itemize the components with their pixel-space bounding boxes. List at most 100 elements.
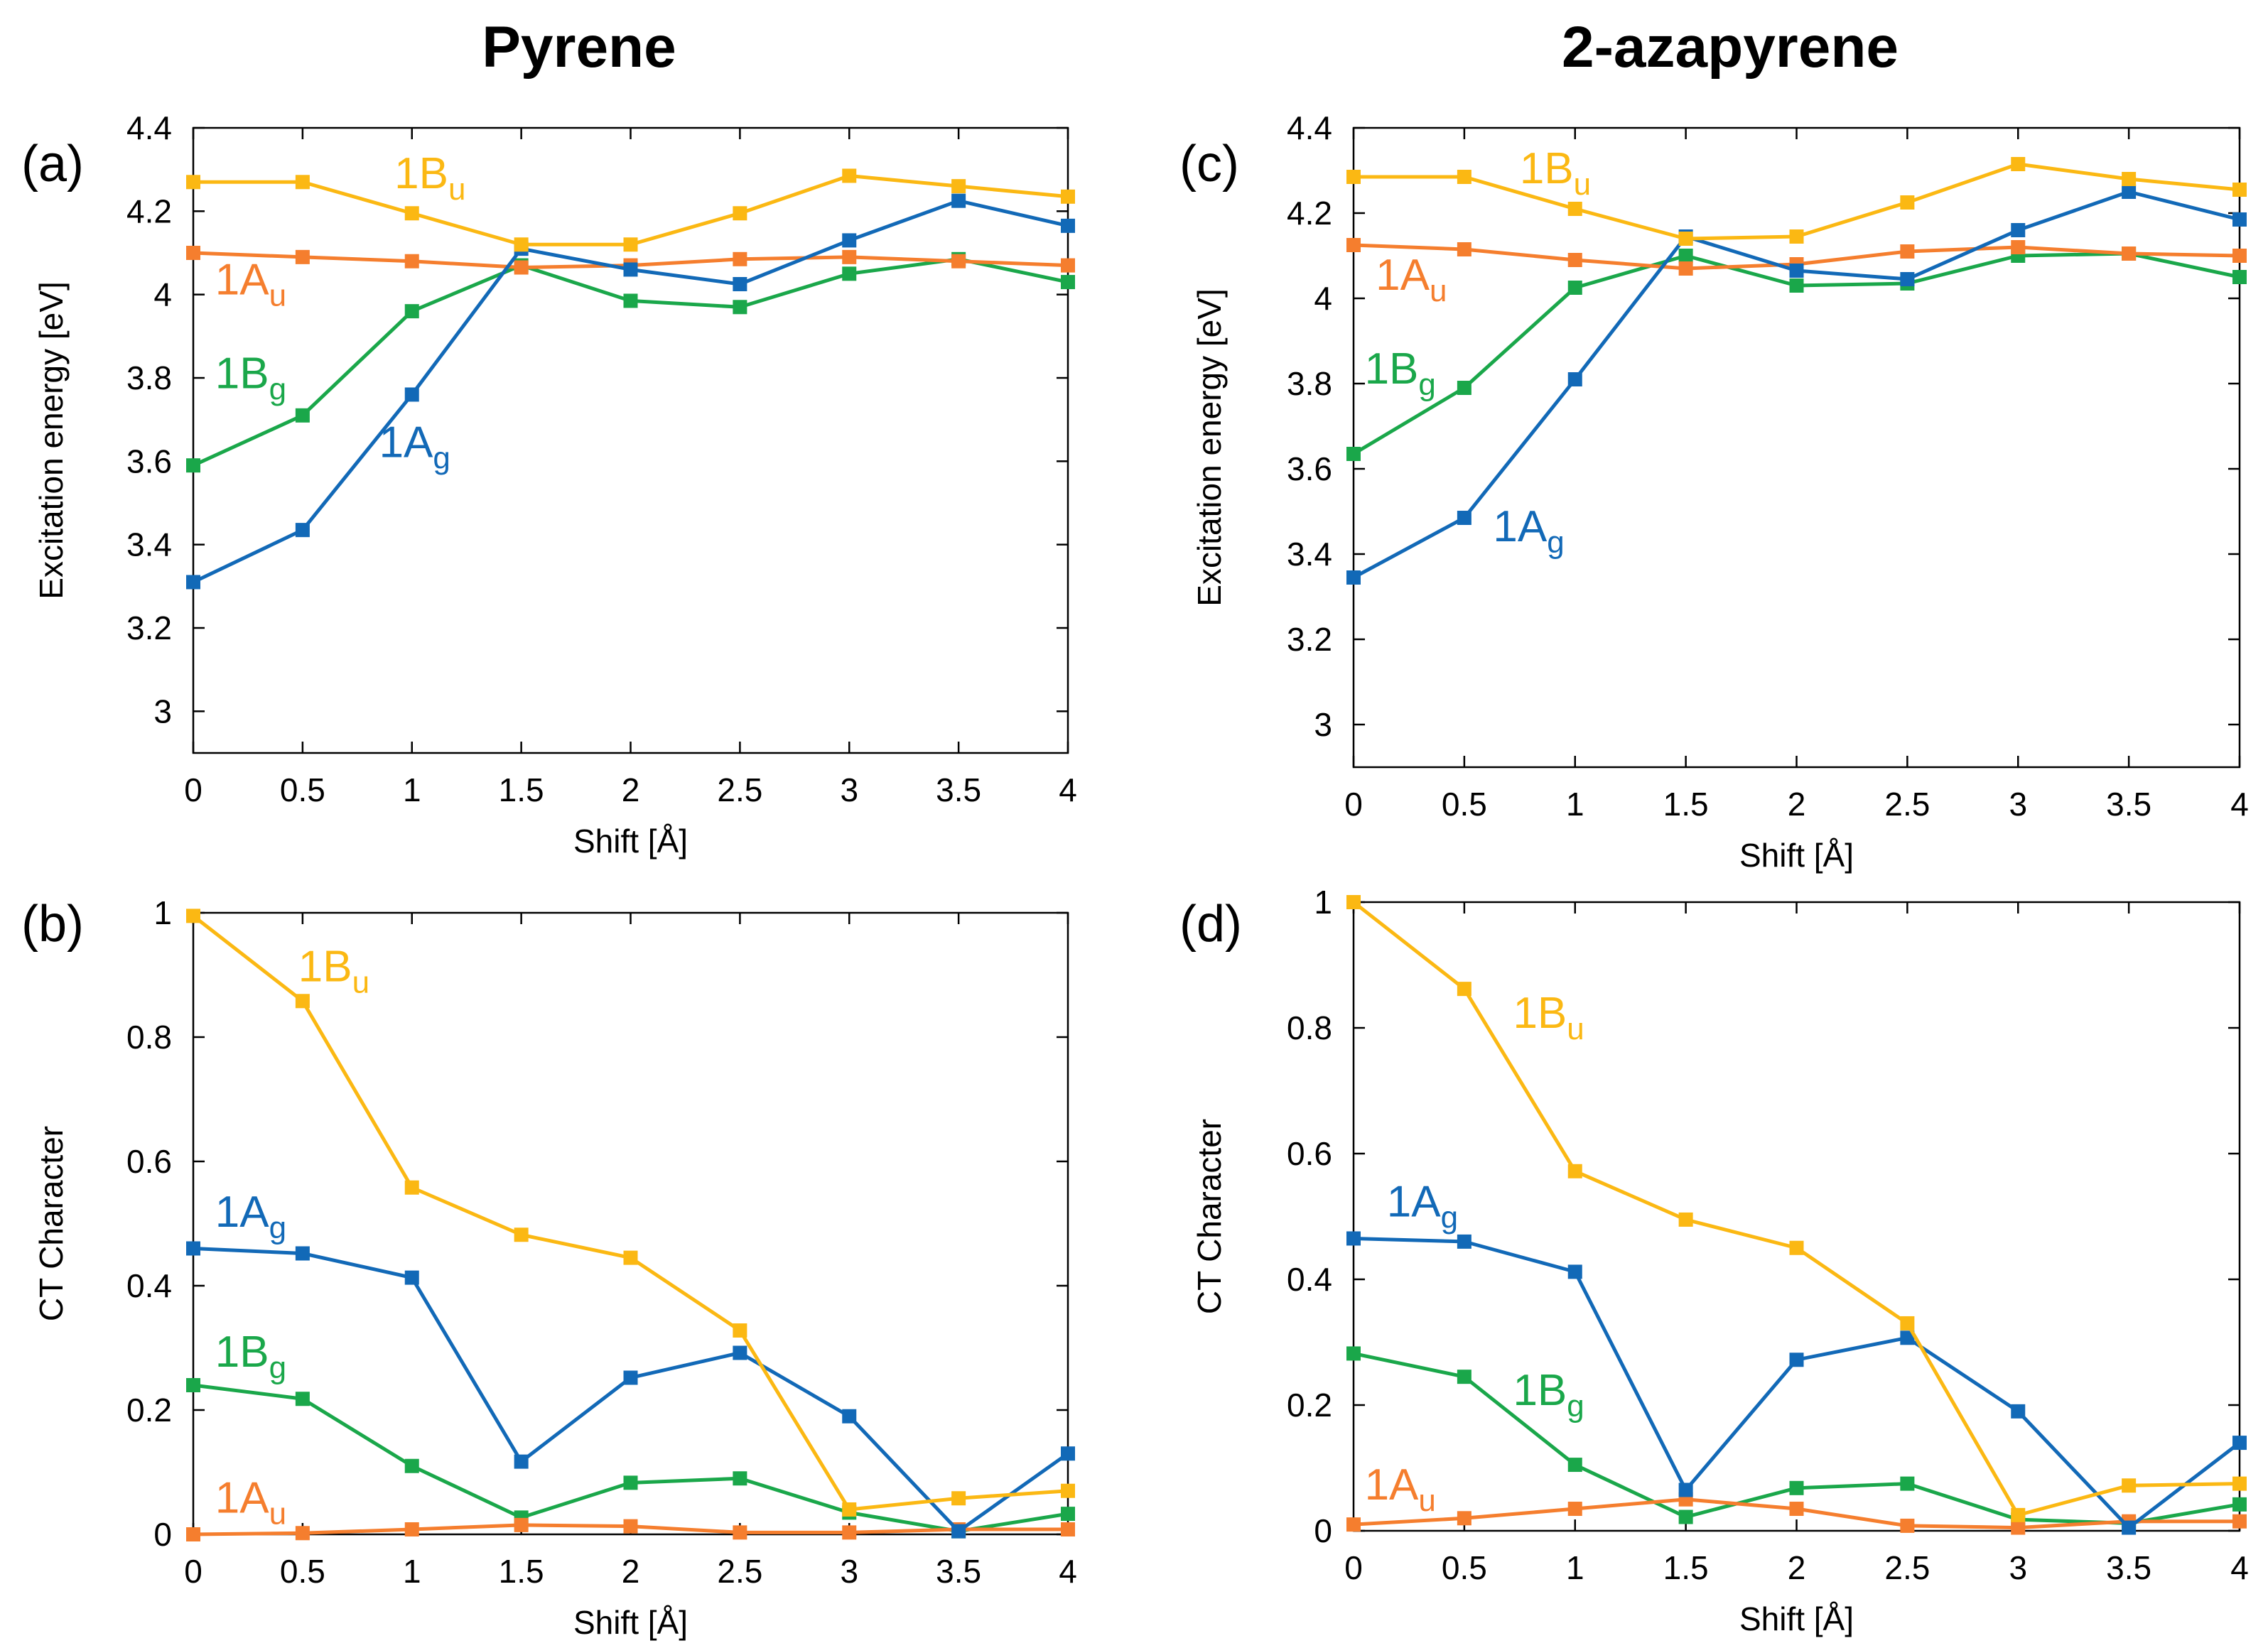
series-label-1Au-c: 1Au (1376, 251, 1447, 308)
series-label-subscript: u (269, 1496, 286, 1531)
series-label-main: 1A (379, 418, 433, 467)
y-tick-label-a: 3.4 (126, 526, 172, 563)
x-tick-label-d: 1 (1566, 1549, 1584, 1586)
y-tick-label-a: 4 (153, 276, 172, 313)
series-label-subscript: g (433, 440, 450, 475)
series-label-1Au-d: 1Au (1365, 1460, 1436, 1518)
series-label-1Bg-c: 1Bg (1365, 345, 1436, 402)
series-label-subscript: u (269, 278, 286, 313)
data-point-1Bg-d (1789, 1480, 1804, 1495)
data-point-1Bu-d (1900, 1316, 1915, 1330)
data-point-1Ag-d (1789, 1352, 1804, 1367)
y-tick-label-a: 3.8 (126, 359, 172, 396)
data-point-1Au-a (951, 254, 966, 269)
data-point-1Ag-c (2122, 185, 2137, 199)
data-point-1Bu-c (1567, 202, 1582, 216)
series-label-subscript: g (1567, 1389, 1584, 1424)
y-tick-label-a: 4.2 (126, 193, 172, 229)
data-point-1Au-d (1457, 1511, 1472, 1526)
data-point-1Bu-d (1567, 1164, 1582, 1178)
data-point-1Ag-a (1061, 218, 1075, 233)
x-tick-label-d: 3 (2009, 1549, 2027, 1586)
series-label-1Bg-b: 1Bg (215, 1328, 286, 1385)
series-label-main: 1B (215, 1328, 269, 1377)
data-point-1Ag-a (186, 575, 200, 590)
series-line-1Bg-a (192, 257, 1069, 467)
data-point-1Bg-d (1346, 1346, 1361, 1361)
data-point-1Bu-d (1678, 1212, 1693, 1227)
series-label-1Bu-a: 1Bu (394, 149, 465, 207)
series-label-1Bg-a: 1Bg (215, 349, 286, 407)
data-point-1Bu-c (2232, 183, 2247, 197)
data-point-1Ag-b (842, 1409, 857, 1424)
data-point-1Au-c (2011, 240, 2026, 254)
plot-frame-b (192, 911, 1069, 1536)
y-axis-label-c: Excitation energy [eV] (1191, 288, 1228, 606)
series-label-main: 1B (215, 349, 269, 399)
data-point-1Bg-c (1789, 278, 1804, 293)
data-point-1Bu-c (1457, 170, 1472, 184)
data-point-1Bu-b (733, 1323, 747, 1338)
data-point-1Bu-b (951, 1491, 966, 1506)
data-point-1Bu-a (295, 175, 310, 190)
data-point-1Au-a (514, 260, 529, 275)
y-tick-label-b: 0.6 (126, 1143, 172, 1180)
series-label-1Ag-a: 1Ag (379, 418, 450, 475)
series-label-main: 1A (215, 1473, 269, 1522)
x-tick-label-c: 2.5 (1884, 786, 1930, 823)
data-point-1Bu-a (951, 179, 966, 194)
series-label-subscript: u (448, 172, 465, 207)
x-tick-label-b: 0 (184, 1553, 202, 1590)
data-point-1Bg-a (1061, 275, 1075, 290)
series-label-subscript: g (1418, 367, 1435, 402)
data-point-1Bu-d (1457, 982, 1472, 997)
x-axis-label-d: Shift [Å] (1739, 1600, 1854, 1637)
data-point-1Bu-b (295, 994, 310, 1009)
data-point-1Au-c (2232, 249, 2247, 263)
data-point-1Bu-c (2011, 157, 2026, 171)
y-tick-label-c: 3.4 (1287, 536, 1332, 573)
series-line-1Bu-b (192, 914, 1069, 1512)
series-label-main: 1B (1520, 144, 1574, 193)
series-label-1Au-a: 1Au (215, 256, 286, 313)
data-point-1Au-a (295, 249, 310, 264)
series-label-subscript: u (1418, 1483, 1435, 1518)
data-point-1Ag-b (733, 1345, 747, 1360)
data-point-1Au-b (623, 1519, 638, 1534)
y-tick-label-b: 0 (153, 1516, 172, 1553)
x-tick-label-a: 3.5 (936, 771, 981, 808)
series-label-main: 1B (1365, 345, 1419, 394)
data-point-1Bg-b (733, 1471, 747, 1486)
data-point-1Au-b (404, 1522, 419, 1536)
data-point-1Ag-b (295, 1246, 310, 1261)
data-point-1Bu-c (1346, 170, 1361, 184)
data-point-1Ag-d (2122, 1520, 2137, 1535)
data-point-1Bg-b (295, 1392, 310, 1406)
series-label-subscript: g (1547, 525, 1564, 560)
x-tick-label-d: 0 (1344, 1549, 1363, 1586)
data-point-1Bu-d (1789, 1240, 1804, 1255)
x-tick-label-d: 0.5 (1442, 1549, 1487, 1586)
data-point-1Bu-a (514, 237, 529, 252)
series-label-subscript: g (269, 372, 286, 407)
y-tick-label-a: 4.4 (126, 109, 172, 146)
x-tick-label-b: 1 (403, 1553, 421, 1590)
x-tick-label-b: 3 (840, 1553, 858, 1590)
panel-label-c: (c) (1179, 136, 1239, 193)
data-point-1Ag-c (1900, 272, 1915, 286)
y-tick-label-d: 0.2 (1287, 1387, 1332, 1424)
data-point-1Ag-d (1900, 1330, 1915, 1345)
data-point-1Bu-c (2122, 172, 2137, 186)
series-label-1Ag-d: 1Ag (1387, 1178, 1458, 1235)
y-axis-label-d: CT Character (1191, 1119, 1228, 1314)
series-line-1Ag-c (1352, 190, 2240, 580)
data-point-1Au-a (1061, 258, 1075, 273)
data-point-1Ag-c (1567, 372, 1582, 386)
series-label-subscript: u (1430, 273, 1447, 308)
data-point-1Bg-a (404, 304, 419, 319)
data-point-1Au-c (1567, 253, 1582, 267)
series-label-1Ag-c: 1Ag (1493, 502, 1564, 560)
y-tick-label-b: 1 (153, 894, 172, 931)
data-point-1Au-b (1061, 1522, 1075, 1536)
